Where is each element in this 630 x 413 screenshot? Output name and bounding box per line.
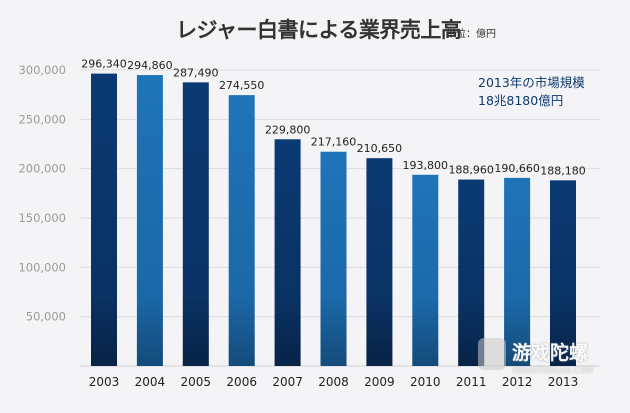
watermark: 游戏陀螺 YOUXITUOLUO.COM: [478, 338, 628, 396]
y-tick-label: 50,000: [26, 310, 66, 324]
y-tick-label: 150,000: [18, 211, 66, 225]
watermark-logo-icon: [478, 338, 506, 370]
bar-shade: [366, 296, 393, 366]
value-label-2007: 229,800: [265, 123, 311, 136]
bar-shade: [91, 296, 117, 366]
chart-title: レジャー白書による業界売上高: [176, 18, 462, 42]
x-tick-label-2003: 2003: [89, 375, 120, 389]
annotation-line-1: 2013年の市場規模: [478, 75, 585, 90]
x-tick-label-2004: 2004: [135, 375, 166, 389]
market-size-annotation: 2013年の市場規模 18兆8180億円: [478, 74, 585, 110]
value-label-2008: 217,160: [311, 136, 357, 149]
x-tick-label-2005: 2005: [181, 375, 212, 389]
x-tick-label-2009: 2009: [364, 375, 395, 389]
bar-shade: [274, 296, 301, 366]
watermark-subtext: YOUXITUOLUO.COM: [512, 366, 594, 375]
watermark-text: 游戏陀螺: [512, 342, 589, 364]
value-label-2005: 287,490: [173, 66, 219, 79]
bar-shade: [504, 296, 531, 366]
x-tick-label-2013: 2013: [548, 375, 579, 389]
x-tick-label-2007: 2007: [272, 375, 303, 389]
value-label-2004: 294,860: [127, 59, 173, 72]
x-tick-label-2006: 2006: [226, 375, 257, 389]
value-label-2013: 188,180: [540, 164, 586, 177]
value-label-2006: 274,550: [219, 79, 265, 92]
bar-shade: [228, 296, 255, 366]
value-label-2009: 210,650: [357, 142, 403, 155]
value-label-2003: 296,340: [81, 58, 127, 71]
x-tick-label-2011: 2011: [456, 375, 487, 389]
bar-shade: [182, 296, 209, 366]
unit-label: 単位：億円: [446, 29, 496, 40]
y-tick-label: 200,000: [18, 162, 66, 176]
value-label-2011: 188,960: [448, 164, 494, 177]
y-tick-label: 300,000: [18, 63, 66, 77]
bar-shade: [320, 296, 347, 366]
bar-shade: [412, 296, 439, 366]
bar-shade: [550, 296, 576, 366]
value-label-2010: 193,800: [403, 159, 449, 172]
annotation-line-2: 18兆8180億円: [478, 93, 564, 108]
bar-shade: [136, 296, 163, 366]
x-tick-label-2008: 2008: [318, 375, 349, 389]
value-label-2012: 190,660: [494, 162, 540, 175]
x-tick-label-2010: 2010: [410, 375, 441, 389]
y-tick-label: 250,000: [18, 112, 66, 126]
x-tick-label-2012: 2012: [502, 375, 533, 389]
y-tick-label: 100,000: [18, 260, 66, 274]
